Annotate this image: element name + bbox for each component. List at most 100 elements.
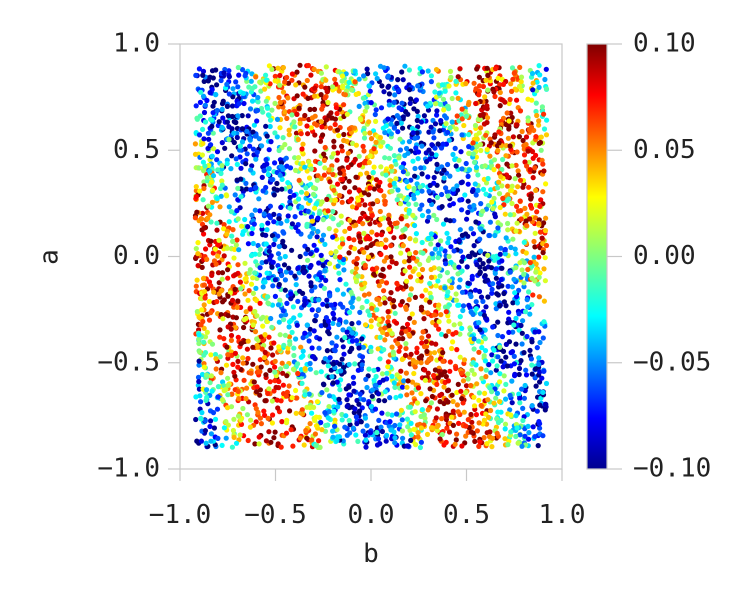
scatter-point bbox=[391, 180, 397, 186]
scatter-point bbox=[450, 398, 456, 405]
scatter-point bbox=[226, 74, 232, 80]
scatter-point bbox=[343, 319, 349, 325]
scatter-point bbox=[228, 326, 234, 332]
scatter-point bbox=[211, 289, 217, 295]
scatter-point bbox=[519, 87, 525, 94]
scatter-point bbox=[337, 277, 343, 283]
scatter-point bbox=[429, 151, 435, 157]
scatter-point bbox=[287, 408, 293, 414]
scatter-point bbox=[411, 370, 417, 377]
scatter-point bbox=[320, 217, 326, 223]
scatter-point bbox=[318, 175, 324, 182]
scatter-point bbox=[378, 251, 384, 258]
scatter-point bbox=[281, 262, 288, 268]
scatter-point bbox=[245, 338, 251, 344]
scatter-point bbox=[409, 390, 415, 396]
scatter-point bbox=[243, 161, 249, 167]
scatter-point bbox=[392, 220, 398, 227]
scatter-point bbox=[356, 162, 362, 168]
scatter-point bbox=[475, 172, 481, 178]
scatter-point bbox=[247, 306, 253, 312]
scatter-point bbox=[311, 242, 317, 248]
scatter-point bbox=[443, 309, 449, 315]
scatter-point bbox=[218, 312, 224, 318]
scatter-point bbox=[380, 139, 386, 145]
scatter-point bbox=[460, 254, 466, 260]
scatter-point bbox=[210, 187, 216, 193]
scatter-point bbox=[457, 321, 463, 327]
scatter-point bbox=[349, 346, 355, 352]
scatter-point bbox=[507, 143, 513, 149]
scatter-point bbox=[495, 419, 502, 426]
scatter-point bbox=[398, 250, 404, 256]
scatter-point bbox=[264, 105, 271, 111]
scatter-point bbox=[317, 336, 323, 342]
scatter-point bbox=[208, 142, 214, 148]
scatter-point bbox=[208, 431, 214, 437]
scatter-point bbox=[276, 281, 282, 288]
scatter-point bbox=[446, 318, 452, 324]
scatter-point bbox=[213, 261, 219, 267]
scatter-point bbox=[406, 139, 412, 145]
scatter-point bbox=[348, 87, 355, 93]
scatter-point bbox=[295, 298, 301, 304]
scatter-point bbox=[405, 424, 411, 430]
scatter-point bbox=[386, 98, 392, 104]
scatter-point bbox=[197, 188, 203, 194]
scatter-point bbox=[316, 307, 322, 313]
scatter-point bbox=[404, 392, 410, 398]
scatter-point bbox=[296, 105, 302, 111]
scatter-point bbox=[213, 92, 219, 98]
scatter-point bbox=[267, 81, 273, 87]
scatter-point bbox=[267, 256, 273, 262]
scatter-point bbox=[196, 340, 202, 347]
scatter-point bbox=[205, 203, 211, 209]
scatter-point bbox=[260, 284, 266, 290]
scatter-point bbox=[278, 313, 284, 319]
scatter-point bbox=[322, 165, 328, 171]
scatter-point bbox=[398, 164, 404, 170]
scatter-point bbox=[355, 197, 361, 203]
scatter-point bbox=[465, 181, 471, 187]
scatter-point bbox=[220, 299, 226, 305]
scatter-point bbox=[369, 212, 375, 219]
scatter-point bbox=[378, 105, 385, 111]
scatter-point bbox=[391, 153, 397, 159]
scatter-point bbox=[415, 149, 422, 155]
scatter-point bbox=[248, 253, 255, 259]
scatter-point bbox=[385, 314, 392, 320]
scatter-point bbox=[394, 280, 400, 286]
scatter-point bbox=[477, 112, 484, 118]
scatter-point bbox=[505, 227, 511, 233]
scatter-point bbox=[231, 255, 237, 261]
scatter-point bbox=[514, 220, 520, 226]
scatter-point bbox=[217, 354, 223, 360]
scatter-point bbox=[516, 134, 523, 140]
scatter-point bbox=[412, 135, 418, 141]
scatter-point bbox=[454, 389, 460, 396]
scatter-point bbox=[463, 423, 469, 429]
scatter-point bbox=[309, 354, 316, 360]
scatter-point bbox=[274, 134, 280, 140]
y-axis-label: a bbox=[35, 249, 65, 265]
scatter-point bbox=[242, 216, 248, 223]
scatter-point bbox=[271, 211, 277, 217]
scatter-point bbox=[278, 444, 284, 450]
scatter-point bbox=[446, 235, 452, 241]
scatter-point bbox=[346, 384, 352, 390]
scatter-point bbox=[537, 72, 543, 78]
scatter-point bbox=[235, 64, 241, 71]
scatter-point bbox=[218, 370, 224, 376]
scatter-point bbox=[408, 437, 414, 443]
scatter-point bbox=[327, 355, 333, 361]
scatter-point bbox=[368, 136, 375, 142]
scatter-point bbox=[375, 391, 382, 397]
scatter-point bbox=[499, 258, 505, 264]
scatter-point bbox=[543, 242, 550, 249]
scatter-point bbox=[373, 71, 379, 77]
scatter-point bbox=[338, 368, 344, 374]
scatter-point bbox=[288, 291, 294, 297]
scatter-point bbox=[456, 284, 462, 290]
scatter-point bbox=[334, 287, 341, 293]
scatter-point bbox=[485, 397, 491, 403]
